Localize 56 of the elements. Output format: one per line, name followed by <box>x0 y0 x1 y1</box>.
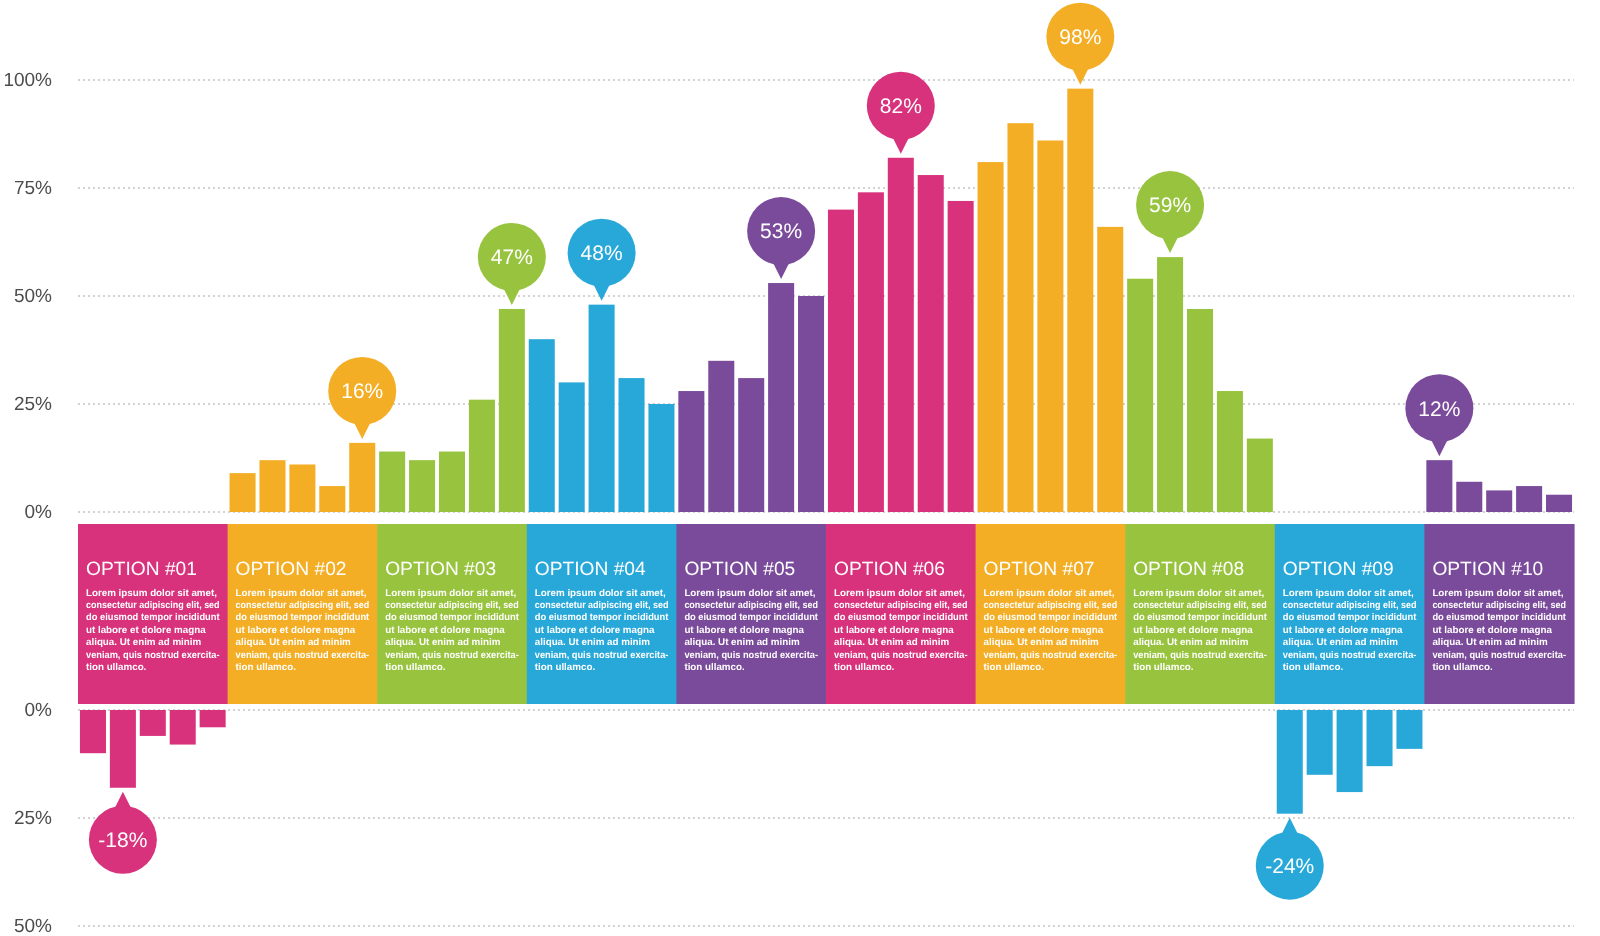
bar <box>409 460 436 512</box>
y-tick-label: 50% <box>13 286 54 309</box>
data-label: -24% <box>1265 855 1315 880</box>
category-label: OPTION #02 <box>235 559 347 581</box>
bar <box>947 200 974 512</box>
category-label: OPTION #03 <box>385 559 497 581</box>
data-label: 53% <box>760 220 803 245</box>
y-tick-label: 75% <box>13 178 54 201</box>
data-label: 59% <box>1149 194 1192 219</box>
bar <box>438 451 466 512</box>
bar <box>289 464 316 512</box>
category-label: OPTION #05 <box>684 559 796 581</box>
bar <box>708 360 735 512</box>
bar <box>528 339 555 512</box>
data-label: 98% <box>1059 25 1102 50</box>
bar <box>1186 308 1214 512</box>
category-label: OPTION #07 <box>983 559 1095 581</box>
bar <box>468 399 495 512</box>
category-label: OPTION #10 <box>1432 559 1544 581</box>
data-label: -18% <box>98 829 148 854</box>
y-tick-label: 25% <box>13 808 54 831</box>
y-tick-label: 25% <box>13 394 54 417</box>
bar <box>827 209 854 512</box>
bar <box>1216 391 1243 512</box>
data-label: 16% <box>341 380 384 405</box>
y-tick-label: 0% <box>24 700 54 723</box>
data-label: 12% <box>1418 397 1461 422</box>
data-label: 48% <box>580 241 623 266</box>
bar <box>857 192 884 512</box>
data-label: 47% <box>490 246 533 271</box>
category-label: OPTION #08 <box>1133 559 1245 581</box>
bar <box>1516 486 1543 512</box>
bar <box>768 283 795 512</box>
y-tick-label: 50% <box>13 916 54 936</box>
bar <box>558 382 585 512</box>
category-label: OPTION #01 <box>86 559 197 581</box>
category-label: OPTION #06 <box>834 559 945 581</box>
data-label: 82% <box>879 95 922 120</box>
category-label: OPTION #09 <box>1282 559 1394 581</box>
bar <box>917 175 944 512</box>
bar <box>1486 490 1513 512</box>
bar <box>738 378 765 512</box>
category-label: OPTION #04 <box>534 559 648 581</box>
bar <box>379 451 406 512</box>
bar <box>1037 140 1064 512</box>
bar <box>1456 481 1483 512</box>
bar <box>798 296 825 512</box>
bar <box>319 486 346 512</box>
bar <box>1246 438 1273 512</box>
bar <box>1097 226 1124 512</box>
bar <box>1546 494 1573 512</box>
bar <box>678 391 705 512</box>
y-tick-label: 0% <box>24 502 54 525</box>
bar <box>1157 257 1184 512</box>
y-tick-label: 100% <box>3 70 54 93</box>
bar <box>1127 278 1154 512</box>
